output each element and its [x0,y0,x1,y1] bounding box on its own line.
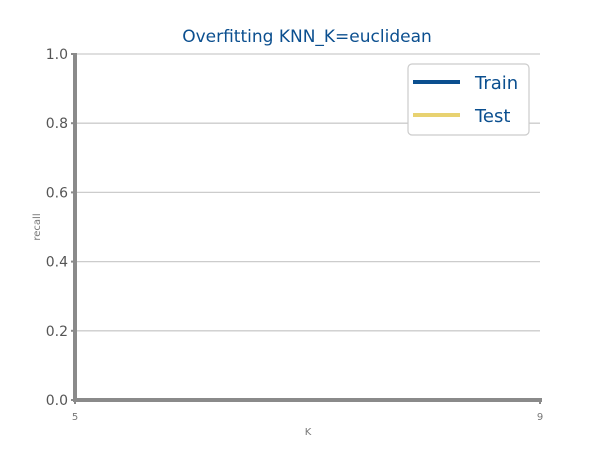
y-tick-labels: 0.0 0.2 0.4 0.6 0.8 1.0 [46,47,75,409]
legend-label-train: Train [474,73,518,94]
y-tick-label: 0.4 [46,255,68,271]
x-tick-label: 5 [72,412,78,423]
legend: Train Test [407,63,530,136]
y-tick-label: 0.6 [46,185,68,201]
y-tick-label: 0.8 [46,116,68,132]
y-tick-label: 1.0 [46,47,68,63]
y-axis-label: recall [32,213,43,240]
x-tick-label: 9 [537,412,543,423]
legend-label-test: Test [474,106,510,127]
chart-title: Overfitting KNN_K=euclidean [182,27,432,47]
y-tick-label: 0.0 [46,393,68,409]
x-axis-label: K [305,427,312,438]
y-tick-label: 0.2 [46,324,68,340]
